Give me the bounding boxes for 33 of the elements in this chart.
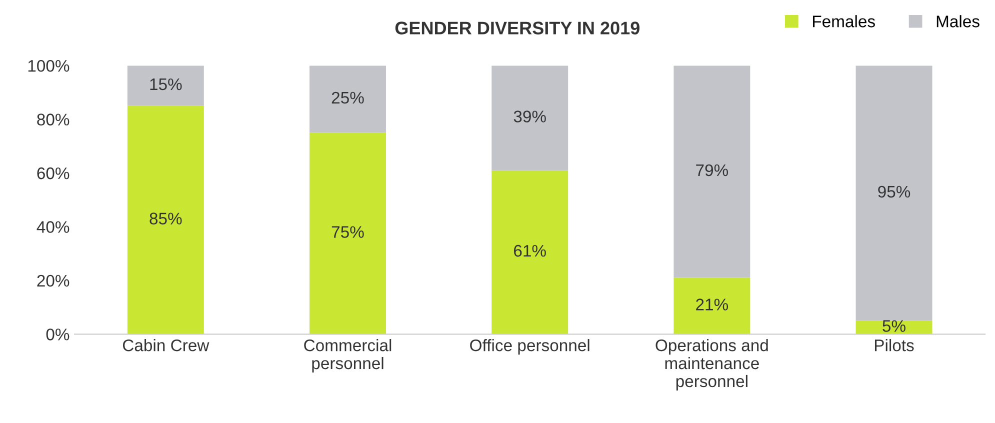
chart-title: GENDER DIVERSITY IN 2019 [395,22,640,34]
bar [674,66,750,278]
legend-label: Males [936,15,980,28]
legend-label: Females [813,15,875,28]
bar [127,106,204,334]
y-tick-label: 60% [37,167,70,180]
data-label: 95% [878,186,910,198]
data-label: 85% [150,212,182,224]
y-tick-label: 20% [37,274,70,287]
bar [310,132,386,334]
bar [492,66,568,170]
bar [856,66,932,321]
data-label: 79% [696,164,728,176]
data-label: 21% [696,298,728,310]
bar [127,66,204,106]
x-tick-label: Cabin Crew [122,339,210,352]
data-label: 39% [514,110,546,122]
bar [492,170,568,334]
y-tick-label: 80% [37,114,70,126]
y-tick-label: 0% [46,328,70,340]
bar [674,278,750,334]
x-tick-label: Pilots [874,339,914,352]
bar [310,66,386,133]
data-label: 15% [150,78,182,90]
data-label: 75% [332,226,364,238]
x-tick-label: Office personnel [470,339,590,355]
y-tick-label: 100% [28,60,70,72]
y-tick-label: 40% [36,221,70,233]
data-label: 25% [332,92,364,104]
x-tick-label: Operations and maintenance personnel [656,339,768,390]
data-label: 5% [882,320,906,332]
x-tick-label: Commercial personnel [304,339,392,373]
data-label: 61% [514,244,546,257]
